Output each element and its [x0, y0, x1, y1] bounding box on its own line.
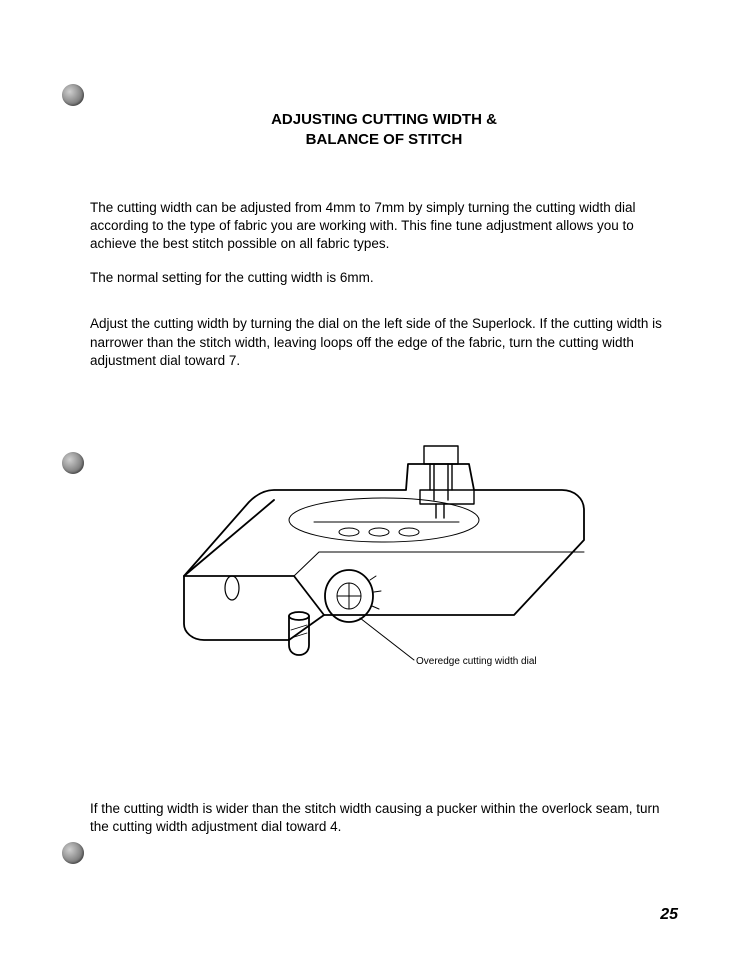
paragraph-1: The cutting width can be adjusted from 4…	[90, 199, 678, 254]
figure-cutting-width-dial: Overedge cutting width dial	[90, 440, 678, 680]
binder-hole-bottom	[62, 842, 84, 864]
paragraph-3: Adjust the cutting width by turning the …	[90, 315, 678, 370]
paragraph-2: The normal setting for the cutting width…	[90, 269, 678, 287]
dial-diagram-svg: Overedge cutting width dial	[174, 440, 594, 680]
page-number: 25	[660, 906, 678, 924]
paragraph-4: If the cutting width is wider than the s…	[90, 800, 678, 836]
title-line-1: ADJUSTING CUTTING WIDTH &	[90, 110, 678, 130]
title-line-2: BALANCE OF STITCH	[90, 130, 678, 150]
manual-page: ADJUSTING CUTTING WIDTH & BALANCE OF STI…	[0, 0, 738, 954]
page-title: ADJUSTING CUTTING WIDTH & BALANCE OF STI…	[90, 110, 678, 151]
figure-caption: Overedge cutting width dial	[416, 656, 537, 667]
binder-hole-middle	[62, 452, 84, 474]
binder-hole-top	[62, 84, 84, 106]
